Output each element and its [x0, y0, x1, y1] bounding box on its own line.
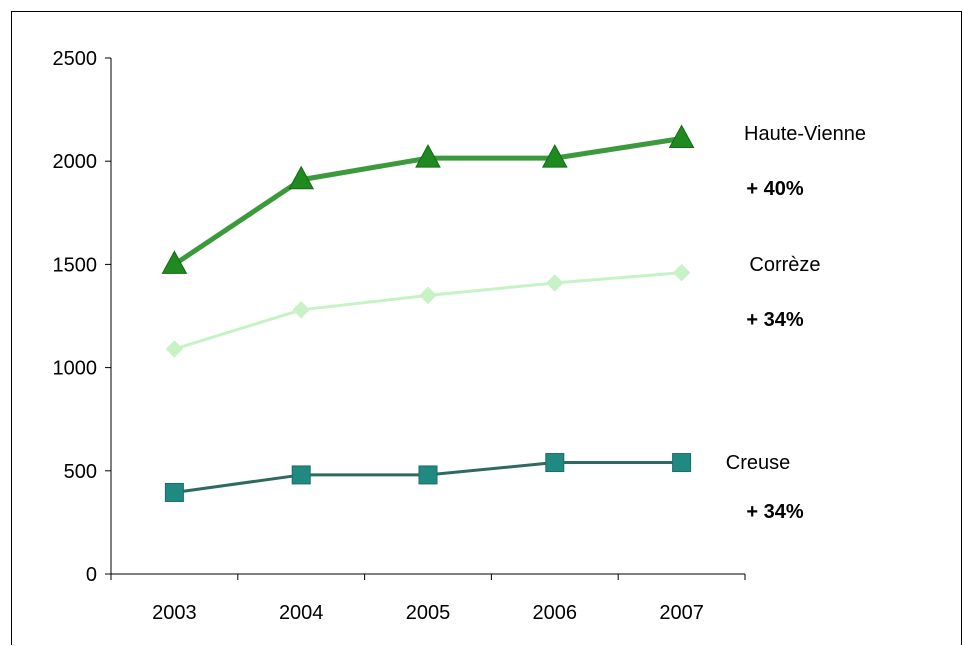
data-point-triangle: [541, 144, 568, 168]
y-tick-label: 500: [64, 461, 97, 483]
data-point-triangle: [288, 165, 315, 190]
series-labels: Haute-Vienne + 40% Corrèze + 34% Creuse + 34%: [726, 123, 866, 523]
series-name-label: Creuse: [726, 452, 790, 474]
y-tick-label: 2000: [53, 151, 98, 173]
data-point-diamond: [419, 286, 437, 305]
y-tick-label: 2500: [53, 48, 98, 70]
x-tick-label: 2004: [279, 602, 324, 624]
series-corr-ze: [165, 263, 691, 358]
series-layer: [161, 124, 695, 502]
y-tick-label: 1500: [53, 254, 98, 276]
x-tick-label: 2006: [533, 602, 578, 624]
data-point-triangle: [415, 144, 441, 168]
y-tick-label: 0: [86, 564, 97, 586]
data-point-diamond: [292, 301, 310, 319]
series-name-label: Corrèze: [749, 254, 820, 276]
x-tick-label: 2003: [152, 602, 197, 624]
series-change-label: + 34%: [746, 501, 803, 523]
data-point-square: [164, 482, 184, 502]
x-tick-label: 2007: [659, 602, 704, 624]
data-point-triangle: [668, 124, 695, 148]
data-point-square: [672, 453, 692, 473]
series-creuse: [164, 453, 692, 502]
series-name-label: Haute-Vienne: [744, 123, 866, 145]
x-tick-label: 2005: [406, 602, 451, 624]
data-point-diamond: [672, 263, 691, 282]
series-change-label: + 34%: [746, 309, 803, 331]
chart-axes: 0 500 1000 1500 2000 2500 2003 2004 2005 2006 2007: [53, 48, 746, 624]
data-point-square: [418, 465, 438, 485]
chart-frame: [11, 11, 962, 645]
data-point-square: [545, 453, 565, 473]
data-point-diamond: [165, 340, 184, 358]
data-point-diamond: [546, 274, 564, 292]
series-change-label: + 40%: [746, 178, 803, 200]
series-line: [173, 271, 682, 351]
data-point-triangle: [161, 250, 188, 274]
y-tick-label: 1000: [53, 358, 98, 380]
data-point-square: [291, 465, 311, 485]
series-haute-vienne: [161, 124, 695, 274]
